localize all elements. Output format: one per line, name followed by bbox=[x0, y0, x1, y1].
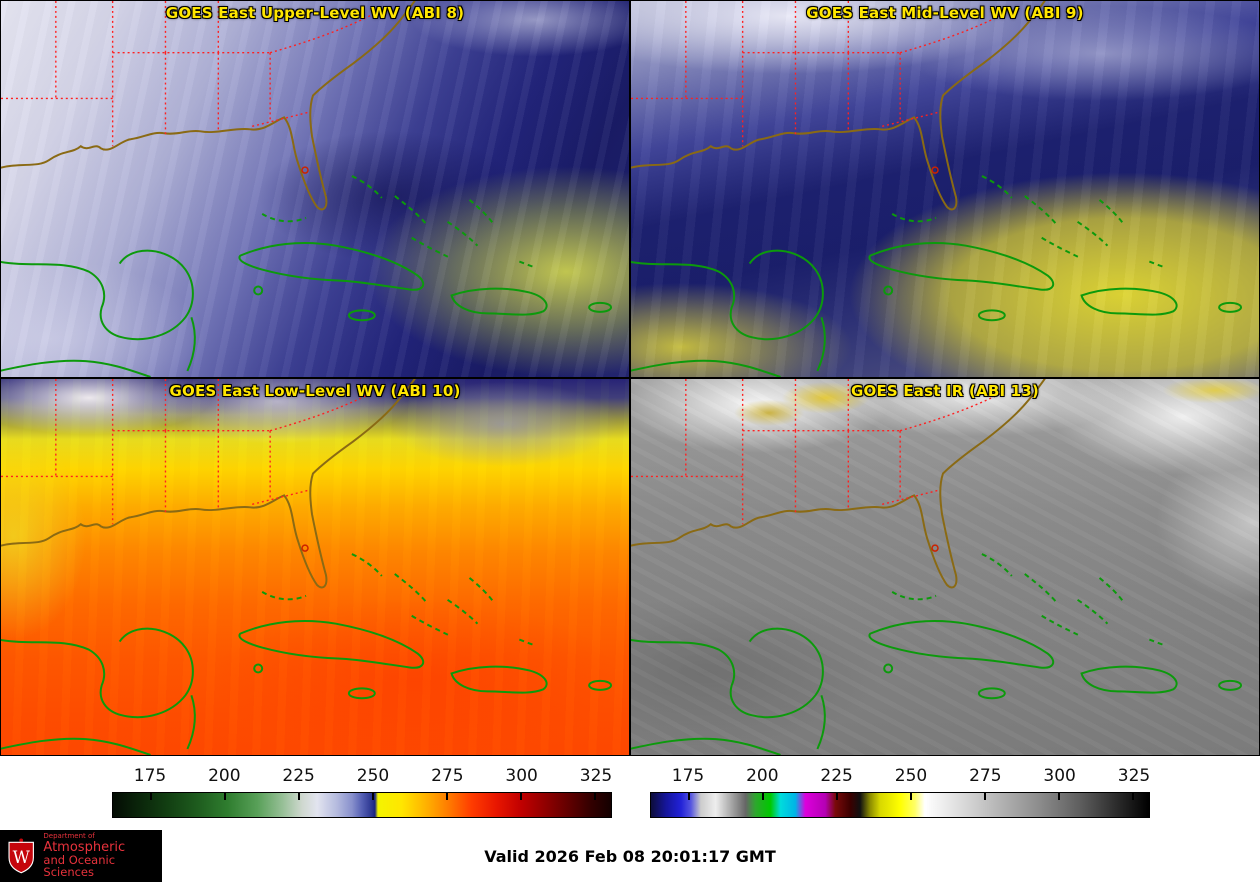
uw-crest-icon: W bbox=[8, 838, 34, 874]
ir-colorbar: 175 200 225 250 275 300 325 bbox=[650, 766, 1150, 830]
panel-mid-level-wv: GOES East Mid-Level WV (ABI 9) bbox=[630, 0, 1260, 378]
tick-mark bbox=[1058, 793, 1060, 800]
tick-mark bbox=[223, 793, 226, 800]
footer: Valid 2026 Feb 08 20:01:17 GMT W Departm… bbox=[0, 830, 1260, 882]
tick-mark bbox=[835, 793, 838, 800]
satellite-imagery-abi8 bbox=[1, 1, 629, 377]
wv-colorbar: 175 200 225 250 275 300 325 bbox=[112, 766, 612, 830]
panel-title: GOES East IR (ABI 13) bbox=[850, 382, 1039, 400]
tick-label: 325 bbox=[579, 766, 613, 786]
panel-title: GOES East Upper-Level WV (ABI 8) bbox=[165, 4, 465, 22]
colorbar-legend-row: 175 200 225 250 275 300 325 175 20 bbox=[0, 756, 1260, 830]
logo-text: Department of Atmospheric and Oceanic Sc… bbox=[43, 832, 156, 880]
tick-mark bbox=[149, 793, 152, 800]
tick-mark bbox=[909, 793, 912, 800]
satellite-panel-grid: GOES East Upper-Level WV (ABI 8) GOES Ea… bbox=[0, 0, 1260, 756]
ir-colorbar-bar bbox=[650, 792, 1150, 818]
tick-label: 275 bbox=[431, 766, 464, 786]
tick-mark bbox=[594, 793, 597, 800]
tick-label: 250 bbox=[356, 766, 390, 786]
tick-label: 300 bbox=[505, 766, 538, 786]
svg-text:W: W bbox=[13, 847, 31, 867]
panel-low-level-wv: GOES East Low-Level WV (ABI 10) bbox=[0, 378, 630, 756]
panel-ir: GOES East IR (ABI 13) bbox=[630, 378, 1260, 756]
satellite-imagery-abi10 bbox=[1, 379, 629, 755]
logo-line1: Atmospheric bbox=[43, 839, 126, 855]
tick-mark bbox=[446, 793, 448, 800]
wv-colorbar-bar bbox=[112, 792, 612, 818]
tick-mark bbox=[297, 793, 300, 800]
tick-label: 300 bbox=[1043, 766, 1076, 786]
valid-time-label: Valid 2026 Feb 08 20:01:17 GMT bbox=[484, 847, 776, 866]
logo-line2: and Oceanic Sciences bbox=[43, 853, 116, 880]
tick-label: 175 bbox=[133, 766, 167, 786]
panel-title: GOES East Low-Level WV (ABI 10) bbox=[169, 382, 461, 400]
tick-label: 225 bbox=[282, 766, 315, 786]
tick-label: 325 bbox=[1117, 766, 1151, 786]
tick-label: 175 bbox=[671, 766, 705, 786]
panel-upper-level-wv: GOES East Upper-Level WV (ABI 8) bbox=[0, 0, 630, 378]
tick-label: 275 bbox=[969, 766, 1002, 786]
logo-dept-line: Department of bbox=[43, 832, 95, 841]
tick-label: 250 bbox=[894, 766, 928, 786]
ir-colorbar-tick-labels: 175 200 225 250 275 300 325 bbox=[650, 766, 1150, 790]
tick-mark bbox=[520, 793, 522, 800]
panel-title: GOES East Mid-Level WV (ABI 9) bbox=[806, 4, 1084, 22]
tick-mark bbox=[761, 793, 764, 800]
tick-mark bbox=[371, 793, 374, 800]
tick-mark bbox=[1132, 793, 1135, 800]
tick-label: 225 bbox=[820, 766, 853, 786]
tick-label: 200 bbox=[208, 766, 241, 786]
tick-mark bbox=[984, 793, 986, 800]
tick-mark bbox=[687, 793, 690, 800]
tick-label: 200 bbox=[746, 766, 779, 786]
wv-colorbar-tick-labels: 175 200 225 250 275 300 325 bbox=[112, 766, 612, 790]
satellite-imagery-abi9 bbox=[631, 1, 1259, 377]
uw-aos-logo: W Department of Atmospheric and Oceanic … bbox=[0, 830, 162, 882]
satellite-imagery-abi13 bbox=[631, 379, 1259, 755]
